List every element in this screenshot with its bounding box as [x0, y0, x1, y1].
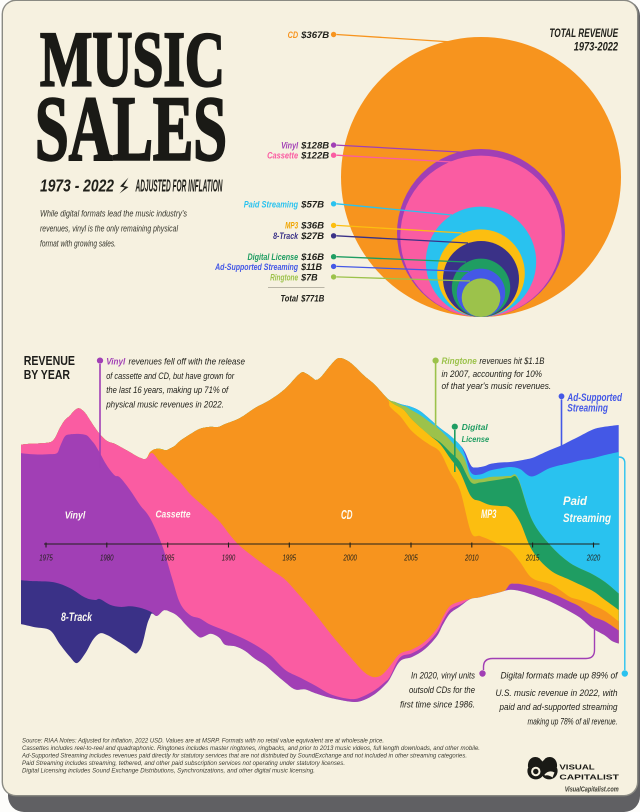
svg-text:VISUAL: VISUAL — [559, 763, 595, 772]
svg-text:$7B: $7B — [300, 272, 317, 283]
svg-text:TOTAL REVENUE: TOTAL REVENUE — [549, 27, 619, 40]
svg-text:Ad-Supported Streaming: Ad-Supported Streaming — [214, 262, 298, 273]
svg-text:1985: 1985 — [161, 553, 175, 563]
svg-text:$16B: $16B — [300, 252, 324, 263]
svg-text:paid and ad-supported streamin: paid and ad-supported streaming — [499, 702, 619, 712]
svg-text:1995: 1995 — [283, 553, 297, 563]
svg-text:SALES: SALES — [35, 78, 227, 180]
svg-text:2020: 2020 — [586, 553, 600, 563]
svg-text:the last 16 years, making up 7: the last 16 years, making up 71% of — [106, 385, 229, 395]
svg-text:1990: 1990 — [222, 553, 236, 563]
svg-text:Ringtone: Ringtone — [442, 355, 477, 366]
svg-text:Digital License: Digital License — [248, 252, 299, 263]
svg-text:Paid Streaming includes stream: Paid Streaming includes streaming, tethe… — [22, 760, 345, 767]
svg-text:While digital formats lead the: While digital formats lead the music ind… — [40, 209, 187, 219]
svg-text:In 2020, vinyl units: In 2020, vinyl units — [411, 671, 475, 681]
svg-text:Ad-Supported Streaming include: Ad-Supported Streaming includes revenues… — [21, 753, 467, 760]
svg-text:Paid Streaming: Paid Streaming — [244, 199, 299, 210]
svg-text:of cassette and CD, but have g: of cassette and CD, but have grown for — [106, 371, 235, 381]
svg-text:8-Track: 8-Track — [273, 231, 298, 242]
svg-text:Digital Licensing includes Sou: Digital Licensing includes Sound Exchang… — [22, 768, 315, 775]
svg-text:Paid: Paid — [563, 496, 588, 508]
svg-text:$367B: $367B — [300, 30, 329, 41]
svg-text:8-Track: 8-Track — [61, 612, 92, 624]
svg-text:Ad-Supported: Ad-Supported — [567, 392, 623, 404]
svg-text:Ringtone: Ringtone — [270, 272, 298, 283]
svg-text:$27B: $27B — [300, 231, 324, 242]
svg-text:ADJUSTED FOR INFLATION: ADJUSTED FOR INFLATION — [135, 176, 223, 196]
svg-text:MUSIC: MUSIC — [40, 16, 225, 103]
svg-text:$11B: $11B — [300, 262, 322, 273]
svg-text:outsold CDs for the: outsold CDs for the — [409, 685, 475, 695]
svg-text:Vinyl: Vinyl — [106, 356, 125, 367]
svg-text:1973-2022: 1973-2022 — [574, 41, 619, 54]
svg-text:Vinyl: Vinyl — [65, 510, 86, 521]
svg-text:Vinyl: Vinyl — [281, 141, 298, 152]
svg-text:physical music revenues in 202: physical music revenues in 2022. — [105, 399, 224, 409]
svg-text:Total: Total — [281, 294, 299, 305]
svg-text:1975: 1975 — [39, 553, 53, 563]
svg-text:Cassette: Cassette — [267, 151, 299, 162]
svg-text:CD: CD — [341, 508, 353, 522]
svg-text:in 2007, accounting for 10%: in 2007, accounting for 10% — [442, 369, 542, 379]
svg-text:revenues, vinyl is the only re: revenues, vinyl is the only remaining ph… — [40, 224, 179, 234]
svg-text:1980: 1980 — [100, 553, 114, 563]
svg-text:2005: 2005 — [404, 553, 418, 563]
svg-text:U.S. music revenue in 2022, wi: U.S. music revenue in 2022, with — [496, 688, 618, 698]
svg-text:revenues fell off with the rel: revenues fell off with the release — [129, 357, 246, 367]
svg-text:2010: 2010 — [464, 553, 478, 563]
svg-text:Source: RIAA Notes: Adjusted f: Source: RIAA Notes: Adjusted for inflati… — [22, 738, 384, 745]
svg-text:CD: CD — [288, 30, 299, 41]
svg-text:of that year's music revenues.: of that year's music revenues. — [442, 381, 552, 391]
svg-text:Digital formats made up 89% of: Digital formats made up 89% of — [501, 671, 619, 681]
svg-text:format with growing sales.: format with growing sales. — [40, 239, 116, 249]
svg-text:first time since 1986.: first time since 1986. — [400, 699, 475, 709]
svg-text:$57B: $57B — [300, 199, 324, 210]
svg-text:Cassette: Cassette — [156, 510, 191, 521]
svg-text:License: License — [462, 434, 490, 444]
svg-text:$36B: $36B — [300, 221, 324, 232]
svg-text:CAPITALIST: CAPITALIST — [559, 772, 619, 781]
svg-text:Cassettes includes reel-to-ree: Cassettes includes reel-to-reel and quad… — [22, 745, 480, 752]
svg-text:1973 - 2022: 1973 - 2022 — [40, 176, 114, 196]
svg-text:$771B: $771B — [300, 294, 324, 305]
svg-text:MP3: MP3 — [285, 221, 298, 232]
svg-text:Streaming: Streaming — [567, 403, 608, 415]
svg-text:revenues hit $1.1B: revenues hit $1.1B — [479, 356, 544, 366]
svg-text:$128B: $128B — [300, 141, 329, 152]
svg-text:REVENUE: REVENUE — [24, 353, 75, 368]
svg-text:2015: 2015 — [525, 553, 539, 563]
svg-text:VisualCapitalist.com: VisualCapitalist.com — [565, 785, 619, 794]
svg-text:2000: 2000 — [343, 553, 357, 563]
svg-text:MP3: MP3 — [481, 507, 497, 521]
svg-text:BY YEAR: BY YEAR — [24, 367, 71, 382]
svg-text:Digital: Digital — [462, 422, 489, 432]
svg-text:making up 78% of all revenue.: making up 78% of all revenue. — [528, 716, 618, 726]
svg-text:$122B: $122B — [300, 151, 329, 162]
svg-text:Streaming: Streaming — [563, 513, 611, 525]
